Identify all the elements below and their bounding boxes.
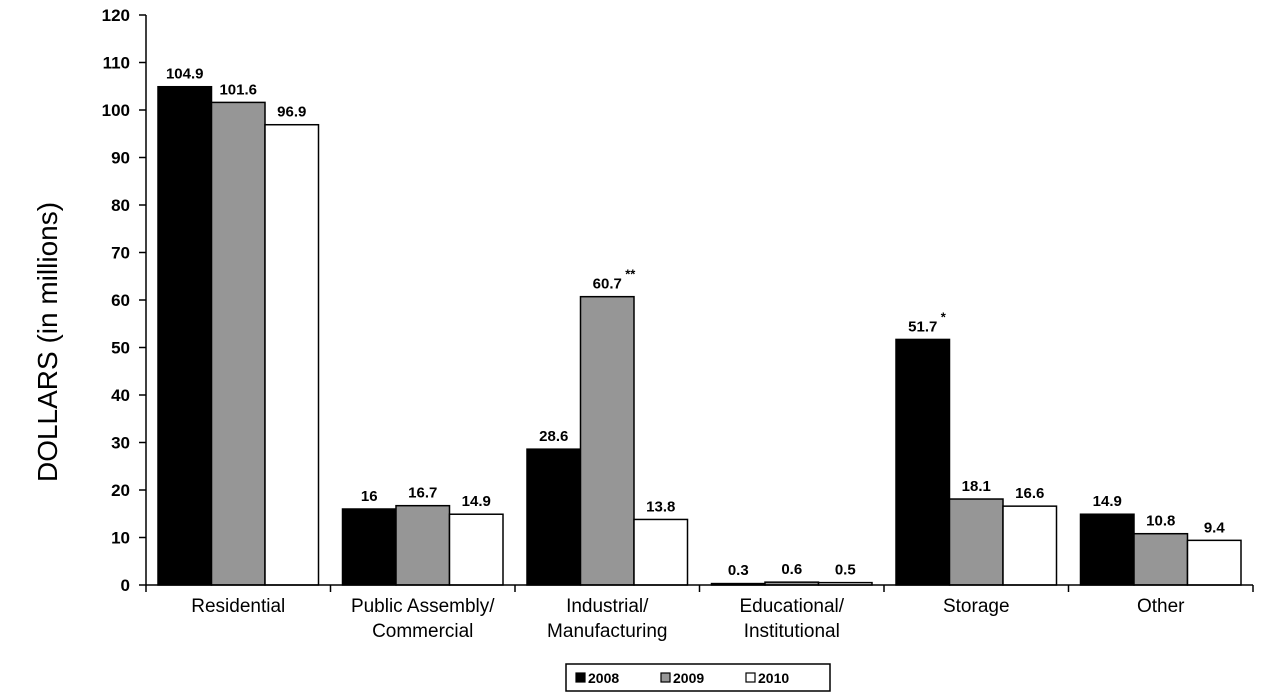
y-tick-label: 20 bbox=[111, 481, 130, 500]
bar-2009-2 bbox=[579, 295, 635, 586]
data-label: 14.9 bbox=[462, 493, 491, 510]
data-label: 14.9 bbox=[1093, 493, 1122, 510]
x-tick-label: Institutional bbox=[744, 621, 840, 642]
data-label: 16 bbox=[361, 488, 378, 505]
y-axis-label: DOLLARS (in millions) bbox=[32, 202, 63, 482]
bar-2009-4 bbox=[948, 498, 1004, 586]
x-tick-label: Residential bbox=[191, 596, 285, 617]
y-tick-label: 80 bbox=[111, 196, 130, 215]
data-label: 0.3 bbox=[728, 562, 749, 579]
data-label: 16.7 bbox=[408, 485, 437, 502]
bar-2008-5 bbox=[1079, 513, 1135, 586]
bar-2009-5 bbox=[1133, 532, 1189, 586]
legend-swatch-2008 bbox=[575, 672, 586, 683]
legend-label: 2008 bbox=[588, 670, 619, 686]
legend-box bbox=[565, 663, 831, 692]
y-tick-label: 50 bbox=[111, 339, 130, 358]
data-label: 18.1 bbox=[962, 478, 991, 495]
bar-2009-0 bbox=[210, 101, 266, 586]
y-tick-label: 110 bbox=[103, 54, 130, 73]
y-tick-label: 0 bbox=[121, 576, 130, 595]
bar-2010-5 bbox=[1186, 539, 1242, 586]
bar-2010-1 bbox=[448, 513, 504, 586]
legend-label: 2010 bbox=[758, 670, 789, 686]
y-tick-label: 100 bbox=[102, 101, 130, 120]
x-tick-label: Educational/ bbox=[739, 596, 844, 617]
bar-2010-4 bbox=[1002, 505, 1058, 586]
bar-2010-0 bbox=[264, 123, 320, 586]
x-tick-label: Storage bbox=[943, 596, 1010, 617]
y-tick-label: 10 bbox=[111, 529, 130, 548]
data-label: 10.8 bbox=[1146, 513, 1175, 530]
data-label: 16.6 bbox=[1015, 485, 1044, 502]
legend-label: 2009 bbox=[673, 670, 704, 686]
data-label: 104.9 bbox=[166, 66, 204, 83]
y-tick-label: 90 bbox=[111, 149, 130, 168]
bar-2010-2 bbox=[633, 518, 689, 586]
data-label: 60.7 bbox=[593, 276, 622, 293]
data-label: 13.8 bbox=[646, 498, 675, 515]
y-tick-label: 60 bbox=[111, 291, 130, 310]
x-tick-label: Other bbox=[1137, 596, 1185, 617]
data-label: 51.7 bbox=[908, 318, 937, 335]
data-label: 101.6 bbox=[219, 81, 257, 98]
bar-2008-4 bbox=[895, 338, 951, 586]
bar-2008-0 bbox=[157, 85, 213, 586]
y-tick-label: 120 bbox=[102, 6, 130, 25]
bar-2009-1 bbox=[395, 504, 451, 586]
data-label: 0.6 bbox=[781, 561, 802, 578]
x-tick-label: Public Assembly/ bbox=[351, 596, 495, 617]
legend-swatch-2009 bbox=[660, 672, 671, 683]
y-tick-label: 30 bbox=[111, 434, 130, 453]
bar-2008-1 bbox=[341, 508, 397, 586]
x-tick-label: Industrial/ bbox=[566, 596, 649, 617]
legend: 2008 2009 2010 bbox=[565, 663, 831, 692]
data-label: 0.5 bbox=[835, 562, 856, 579]
x-tick-label: Manufacturing bbox=[547, 621, 667, 642]
bar-2008-2 bbox=[526, 448, 582, 586]
data-label: 9.4 bbox=[1204, 519, 1226, 536]
data-label: 28.6 bbox=[539, 428, 568, 445]
data-label: 96.9 bbox=[277, 104, 306, 121]
x-tick-label: Commercial bbox=[372, 621, 473, 642]
y-tick-label: 70 bbox=[111, 244, 130, 263]
y-tick-label: 40 bbox=[111, 386, 130, 405]
legend-swatch-2010 bbox=[745, 672, 756, 683]
footnote-mark: ** bbox=[625, 267, 636, 282]
footnote-mark: * bbox=[941, 309, 947, 324]
